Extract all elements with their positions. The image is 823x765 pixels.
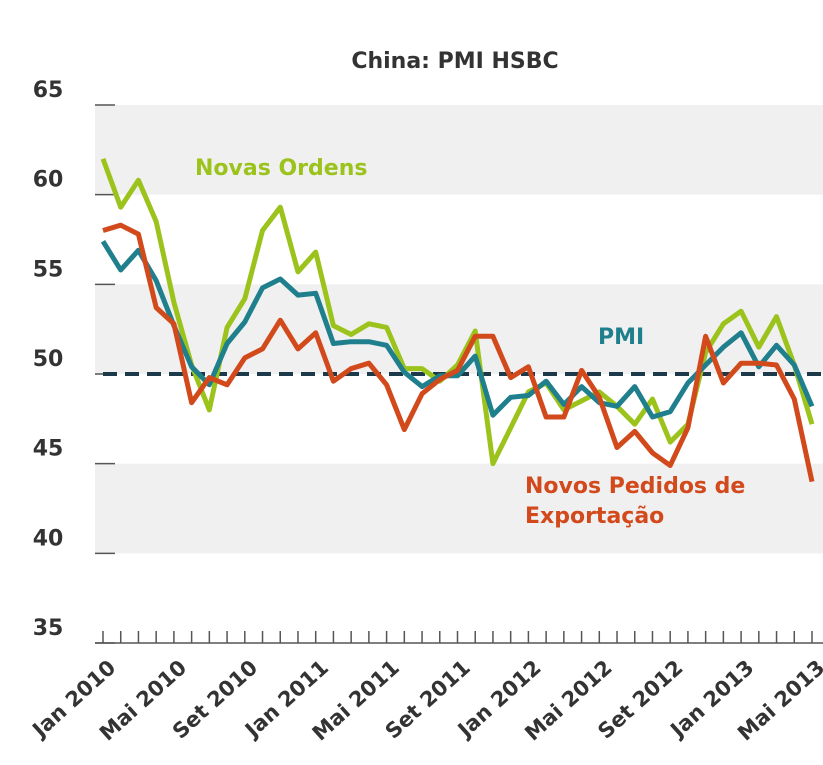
y-tick-label: 65 [33, 78, 64, 103]
chart-title: China: PMI HSBC [351, 49, 558, 74]
series-label: Novos Pedidos de Exportação [525, 474, 746, 529]
y-tick-label: 45 [33, 437, 64, 462]
series-label: Novas Ordens [195, 156, 368, 181]
series-label: PMI [598, 325, 645, 350]
series-line [100, 239, 815, 420]
y-tick-label: 60 [33, 168, 64, 193]
series-line [102, 222, 815, 483]
band [95, 105, 823, 195]
y-tick-label: 40 [33, 526, 64, 551]
y-tick-label: 35 [33, 616, 64, 641]
band [95, 463, 823, 554]
y-tick-label: 50 [33, 347, 64, 372]
y-tick-label: 55 [33, 257, 64, 282]
